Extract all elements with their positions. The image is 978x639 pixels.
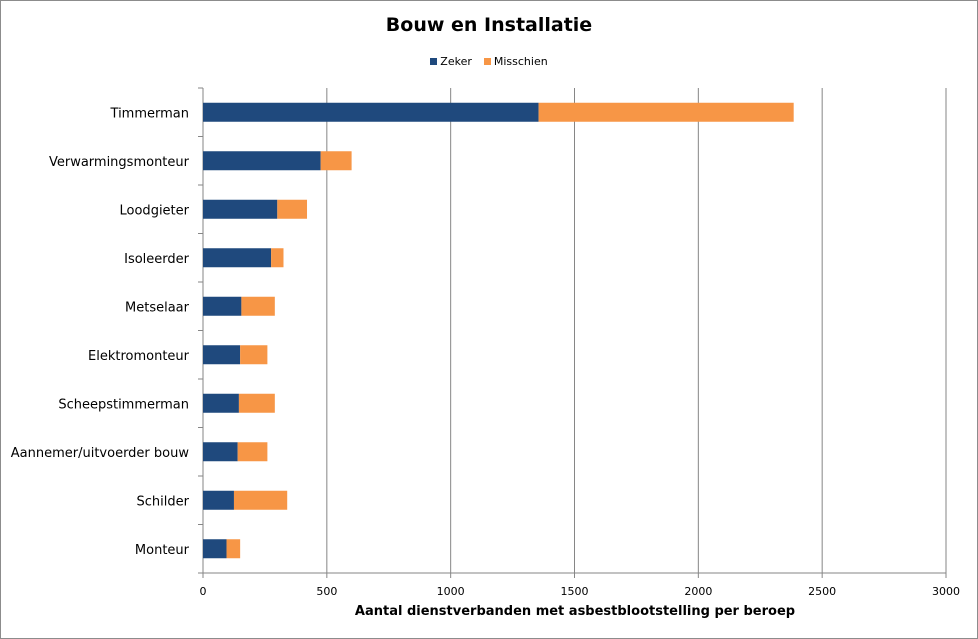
bar-misschien — [240, 345, 268, 365]
bar-zeker — [203, 151, 321, 171]
x-tick-label: 2000 — [684, 585, 712, 598]
bar-zeker — [203, 296, 242, 316]
y-tick-label: Timmerman — [110, 106, 189, 121]
bar-misschien — [277, 199, 308, 219]
bar-misschien — [237, 442, 268, 462]
bar-misschien — [238, 393, 275, 413]
x-axis-label: Aantal dienstverbanden met asbestblootst… — [354, 604, 796, 619]
x-tick-label: 500 — [316, 585, 337, 598]
legend-swatch-misschien — [483, 58, 491, 65]
y-tick-label: Verwarmingsmonteur — [49, 155, 190, 170]
legend-item-zeker: Zeker — [430, 55, 472, 68]
bar-zeker — [203, 345, 241, 365]
x-tick-label: 3000 — [932, 585, 960, 598]
bar-zeker — [203, 393, 239, 413]
legend-item-misschien: Misschien — [483, 55, 548, 68]
bar-misschien — [233, 490, 288, 510]
legend: Zeker Misschien — [0, 55, 978, 68]
x-tick-label: 2500 — [808, 585, 836, 598]
bar-zeker — [203, 442, 238, 462]
bar-zeker — [203, 102, 539, 122]
y-tick-label: Scheepstimmerman — [58, 397, 189, 412]
x-tick-label: 1500 — [561, 585, 589, 598]
y-tick-label: Isoleerder — [124, 252, 190, 267]
bar-misschien — [320, 151, 352, 171]
x-tick-label: 1000 — [437, 585, 465, 598]
y-tick-label: Schilder — [137, 494, 190, 509]
bar-misschien — [538, 102, 794, 122]
y-tick-label: Elektromonteur — [88, 349, 190, 364]
bar-zeker — [203, 539, 227, 559]
x-tick-label: 0 — [200, 585, 207, 598]
bar-misschien — [241, 296, 275, 316]
bar-zeker — [203, 490, 234, 510]
legend-swatch-zeker — [430, 58, 438, 65]
bar-misschien — [271, 248, 284, 268]
y-tick-label: Aannemer/uitvoerder bouw — [11, 446, 190, 461]
legend-label-misschien: Misschien — [493, 55, 548, 68]
y-tick-label: Monteur — [135, 543, 190, 558]
legend-label-zeker: Zeker — [440, 55, 472, 68]
y-tick-label: Loodgieter — [120, 203, 190, 218]
chart-title: Bouw en Installatie — [385, 14, 593, 36]
bar-misschien — [226, 539, 241, 559]
y-tick-label: Metselaar — [125, 300, 190, 315]
bar-zeker — [203, 248, 272, 268]
bar-zeker — [203, 199, 278, 219]
